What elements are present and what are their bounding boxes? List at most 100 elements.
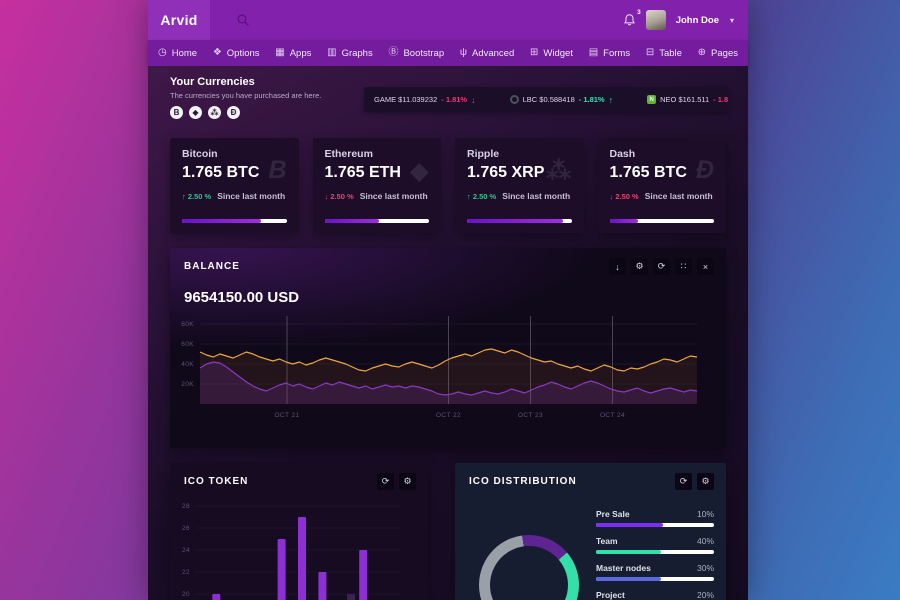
speedometer-icon: ◷ [158, 47, 167, 58]
refresh-button[interactable]: ⟳ [653, 258, 670, 275]
card-note: Since last month [502, 191, 571, 201]
price-ticker: GAME $11.039232 - 1.81% ↓ LBC $0.588418 -… [364, 87, 728, 112]
arrow-down-icon: ↓ [471, 94, 476, 105]
legend-item-team: Team 40% [596, 536, 714, 554]
section-title: Your Currencies [170, 76, 255, 88]
svg-text:24: 24 [182, 547, 190, 554]
form-file-icon: ▤ [588, 47, 599, 58]
card-note: Since last month [359, 191, 428, 201]
card-title: Bitcoin [182, 148, 218, 160]
avatar[interactable] [645, 10, 666, 30]
ico-distribution-panel: ICO DISTRIBUTION ⟳ ⚙ Pre Sale 10% Team 40… [455, 463, 726, 600]
svg-text:OCT 23: OCT 23 [518, 412, 543, 419]
ico-distribution-buttons: ⟳ ⚙ [675, 473, 714, 490]
card-change: ↑ 2.50 % [467, 191, 497, 201]
card-progress-bar [324, 219, 429, 223]
neo-coin-icon: N [647, 95, 657, 104]
bitcoin-coin-icon[interactable]: B [170, 106, 183, 119]
coin-shortcuts: B ◆ ⁂ Đ [170, 106, 726, 119]
bar-chart-icon: ▥ [327, 47, 337, 58]
balance-amount: 9654150.00 USD [184, 289, 300, 306]
app-window: Arvid 3 John Doe ▾ [148, 0, 748, 600]
ticker-item-game: GAME $11.039232 - 1.81% ↓ [374, 95, 476, 105]
refresh-button[interactable]: ⟳ [675, 473, 692, 490]
legend-label: Master nodes [596, 563, 651, 573]
nav-item-options[interactable]: ❖ Options [212, 47, 260, 59]
balance-panel-buttons: ↓ ⚙ ⟳ ∷ × [609, 258, 714, 275]
card-progress-bar [609, 219, 714, 223]
svg-text:40K: 40K [181, 361, 194, 368]
ticker-change: - 1.81% [441, 95, 468, 104]
settings-button[interactable]: ⚙ [697, 473, 714, 490]
legend-progress-bar [596, 577, 714, 581]
ticker-text: LBC $0.588418 [522, 95, 575, 104]
brand-logo[interactable]: Arvid [148, 0, 210, 40]
ripple-coin-icon[interactable]: ⁂ [208, 106, 221, 119]
ico-token-panel: ICO TOKEN ⟳⚙ 28262422201816 [170, 463, 428, 600]
collapse-button[interactable]: ↓ [609, 258, 626, 275]
nav-item-apps[interactable]: ▦ Apps [275, 47, 312, 59]
svg-text:20: 20 [182, 591, 190, 598]
svg-text:OCT 21: OCT 21 [274, 412, 299, 419]
ico-distribution-donut-chart [479, 535, 579, 600]
card-progress-bar [182, 219, 287, 223]
close-button[interactable]: × [697, 258, 714, 275]
user-name[interactable]: John Doe [675, 14, 719, 26]
main-content: Your Currencies The currencies you have … [148, 66, 748, 600]
ticker-item-lbc: LBC $0.588418 - 1.81% ↑ [509, 95, 613, 105]
settings-button[interactable]: ⚙ [399, 473, 416, 490]
notification-badge: 3 [637, 9, 641, 16]
nav-item-pages[interactable]: ⊕ Pages [697, 47, 738, 59]
ethereum-coin-icon[interactable]: ◆ [189, 106, 202, 119]
card-value: 1.765 BTC [609, 164, 687, 181]
gem-icon: ❖ [212, 47, 222, 58]
card-change: ↑ 2.50 % [182, 191, 212, 201]
balance-panel: BALANCE ↓ ⚙ ⟳ ∷ × 9654150.00 USD 20K 40K 60K 80… [170, 248, 726, 448]
card-value: 1.765 BTC [182, 164, 260, 181]
lbc-coin-icon [509, 95, 519, 104]
legend-item-project: Project 20% [596, 590, 714, 600]
ico-token-bar-chart: 28262422201816 [182, 503, 400, 600]
card-change: ↓ 2.50 % [609, 191, 639, 201]
notifications-button[interactable]: 3 [623, 9, 641, 27]
bitcoin-watermark-icon: B [268, 156, 287, 184]
card-title: Ripple [467, 148, 500, 160]
expand-button[interactable]: ∷ [675, 258, 692, 275]
nav-item-bootstrap[interactable]: Ⓑ Bootstrap [388, 47, 445, 59]
search-icon [237, 14, 249, 26]
ethereum-watermark-icon: ◆ [409, 157, 429, 185]
settings-button[interactable]: ⚙ [631, 258, 648, 275]
svg-text:80K: 80K [181, 321, 194, 328]
currency-card-ripple: Ripple 1.765 XRP ⁂ ↑ 2.50 % Since last m… [455, 138, 584, 233]
nav-item-graphs[interactable]: ▥ Graphs [327, 47, 373, 59]
ripple-watermark-icon: ⁂ [545, 157, 572, 185]
chevron-down-icon[interactable]: ▾ [729, 15, 734, 25]
nav-item-advanced[interactable]: ψ Advanced [459, 47, 515, 59]
nav-item-forms[interactable]: ▤ Forms [588, 47, 631, 59]
balance-line-chart: 20K 40K 60K 80K OCT 21 OCT 22 OCT 23 OCT 24 [181, 316, 698, 419]
svg-text:OCT 24: OCT 24 [600, 412, 625, 419]
nav-menu: ◷ Home ❖ Options ▦ Apps ▥ Graphs Ⓑ Bootstrap ψ Adva… [148, 40, 748, 66]
ico-token-title: ICO TOKEN [184, 476, 249, 487]
legend-percent: 20% [696, 590, 714, 600]
dash-coin-icon[interactable]: Đ [227, 106, 240, 119]
currency-cards: Bitcoin 1.765 BTC B ↑ 2.50 % Since last … [170, 138, 726, 233]
ico-token-buttons: ⟳ ⚙ [377, 473, 416, 490]
ticker-change: - 1.81% [578, 95, 605, 104]
bell-icon [623, 14, 635, 26]
ticker-text: GAME $11.039232 [374, 95, 438, 104]
currency-card-dash: Dash 1.765 BTC Đ ↓ 2.50 % Since last mon… [597, 138, 726, 233]
svg-text:26: 26 [182, 525, 190, 532]
legend-percent: 40% [696, 536, 714, 546]
table-icon: ⊟ [645, 47, 655, 58]
nav-item-home[interactable]: ◷ Home [158, 47, 198, 59]
search-button[interactable] [236, 0, 250, 40]
nav-item-table[interactable]: ⊟ Table [645, 47, 682, 59]
balance-title: BALANCE [184, 261, 240, 272]
refresh-button[interactable]: ⟳ [377, 473, 394, 490]
legend-label: Pre Sale [596, 509, 630, 519]
card-title: Dash [609, 148, 636, 160]
nav-item-widget[interactable]: ⊞ Widget [530, 47, 573, 59]
plug-icon: ψ [459, 47, 467, 58]
